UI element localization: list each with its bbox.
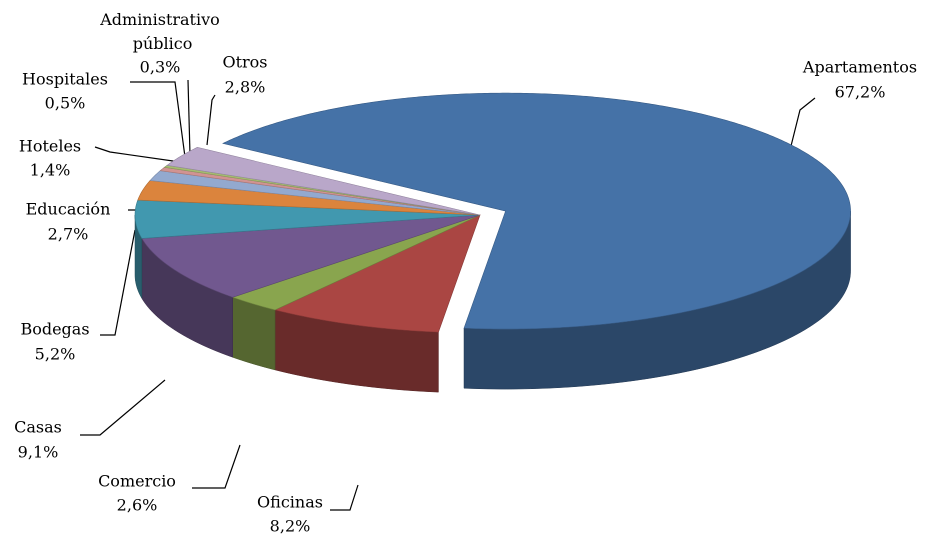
value-label: 9,1% [18,443,59,462]
slice [274,214,481,333]
value-label: 0,3% [140,58,181,77]
leader-line [192,444,241,489]
leader-line [206,94,216,146]
category-label: Hospitales [22,70,108,89]
value-label: 5,2% [35,345,76,364]
leader-line [130,81,186,158]
leader-line [100,229,136,336]
category-label: Comercio [98,472,176,491]
slice [137,180,481,216]
label-line: Administrativo [99,10,220,29]
slice [134,199,481,239]
slice [231,214,481,311]
pie [134,92,851,393]
category-label: Apartamentos [802,58,917,77]
value-label: 0,5% [45,94,86,113]
labels: Apartamentos 67,2% Oficinas 8,2% Comercio 2,6… [14,10,917,536]
slice [166,147,481,216]
leader-line [789,97,816,151]
label-line: público [128,34,193,53]
leader-line [80,379,166,436]
category-label: Bodegas [20,320,89,339]
category-label: Educación [26,200,111,219]
leader-line [187,79,191,156]
value-label: 1,4% [30,161,71,180]
category-label: Casas [14,418,62,437]
category-label: Hoteles [19,137,81,156]
leader-line [330,484,359,511]
slice [141,214,481,298]
category-label: Oficinas [257,493,323,512]
value-label: 2,6% [117,496,158,515]
value-label: 2,8% [225,78,266,97]
slice [222,92,851,330]
category-label: Administrativo público [99,10,220,53]
value-label: 67,2% [835,83,886,102]
value-label: 2,7% [48,225,89,244]
category-label: Otros [222,53,267,72]
value-label: 8,2% [270,517,311,536]
leader-line [94,146,181,163]
